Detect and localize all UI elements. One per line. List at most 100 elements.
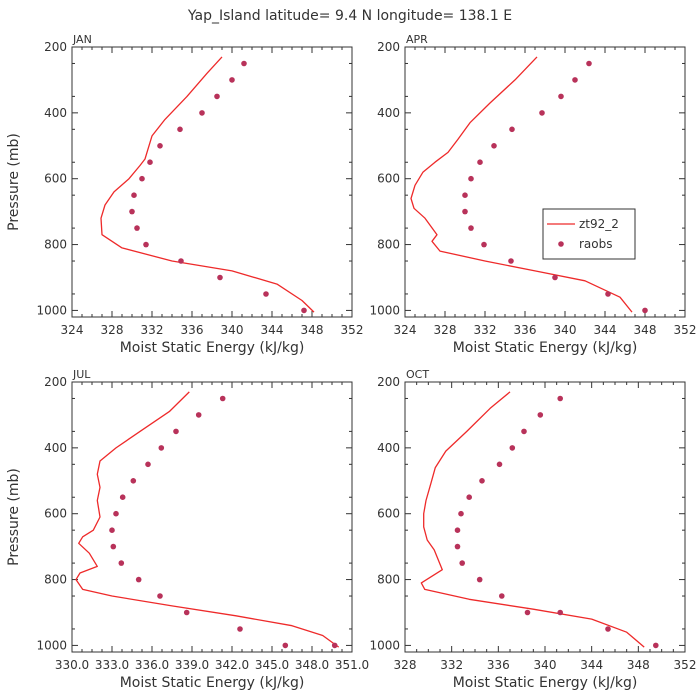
panel-title: JUL (72, 368, 91, 381)
raobs-point (129, 208, 135, 215)
x-tick-label: 352 (674, 658, 697, 672)
panel-title: JAN (72, 33, 92, 46)
x-tick-label: 345.0 (255, 658, 289, 672)
raobs-point (454, 527, 461, 533)
y-tick-label: 600 (377, 507, 400, 521)
raobs-point (282, 642, 289, 649)
y-tick-label: 800 (44, 238, 67, 252)
panels: 324 328 332 336 340 344 348 352 200 400 600 800 1000… (6, 33, 696, 691)
raobs-point (143, 241, 149, 248)
raobs-point (653, 642, 659, 649)
raobs-point (157, 593, 163, 599)
y-tick-label: 200 (377, 375, 400, 389)
raobs-point (157, 143, 163, 149)
raobs-point (466, 494, 473, 501)
y-tick-label: 1000 (36, 303, 67, 317)
y-tick-label: 800 (377, 573, 400, 587)
x-tick-label: 348 (627, 658, 650, 672)
raobs-point (219, 395, 226, 402)
x-tick-label: 352 (674, 323, 697, 337)
raobs-point (605, 291, 611, 297)
raobs-point (586, 60, 592, 67)
raobs-point (454, 543, 461, 550)
figure-title: Yap_Island latitude= 9.4 N longitude= 13… (187, 8, 512, 24)
raobs-point (539, 110, 545, 116)
raobs-point (557, 395, 563, 402)
raobs-point (199, 110, 205, 116)
series-line-zt92-2 (75, 391, 340, 648)
raobs-point (479, 478, 485, 484)
raobs-point (118, 560, 125, 566)
x-tick-label: 324 (61, 323, 84, 337)
panel-oct: 328 332 336 340 344 348 352 200 400 600 800 1000 OCT… (369, 368, 696, 691)
raobs-point (109, 527, 115, 533)
x-tick-label: 328 (434, 323, 457, 337)
raobs-point (158, 445, 165, 451)
panel-apr: 324 328 332 336 340 344 348 352 200 400 600 800 1000… (369, 33, 696, 356)
y-tick-label: 600 (44, 172, 67, 186)
series-line-zt92-2 (100, 56, 315, 313)
x-tick-label: 336 (181, 323, 204, 337)
raobs-point (178, 258, 184, 264)
y-tick-label: 400 (377, 441, 400, 455)
raobs-point (572, 77, 578, 83)
x-tick-label: 352 (341, 323, 364, 337)
raobs-point (481, 241, 487, 248)
y-tick-label: 400 (377, 106, 400, 120)
raobs-point (113, 510, 119, 517)
raobs-point (462, 192, 468, 198)
raobs-point (183, 609, 190, 616)
y-tick-label: 600 (44, 507, 67, 521)
legend-label-model: zt92_2 (579, 217, 619, 231)
x-tick-label: 348 (634, 323, 657, 337)
x-tick-label: 340 (221, 323, 244, 337)
x-tick-label: 339.0 (175, 658, 209, 672)
y-tick-label: 200 (44, 40, 67, 54)
x-tick-label: 332 (440, 658, 463, 672)
raobs-point (552, 274, 558, 281)
x-tick-label: 344 (580, 658, 603, 672)
x-axis-title: Moist Static Energy (kJ/kg) (453, 340, 638, 356)
raobs-point (509, 126, 515, 133)
raobs-point (241, 60, 247, 67)
y-tick-label: 200 (44, 375, 67, 389)
series-line-zt92-2 (420, 391, 645, 648)
raobs-point (468, 225, 474, 231)
y-tick-label: 800 (44, 573, 67, 587)
raobs-point (195, 412, 202, 418)
y-tick-label: 1000 (369, 303, 400, 317)
raobs-point (131, 192, 137, 198)
raobs-point (491, 143, 497, 149)
raobs-point (139, 175, 145, 182)
raobs-point (459, 560, 466, 566)
raobs-point (134, 225, 140, 231)
raobs-point (557, 609, 563, 616)
raobs-point (147, 159, 153, 165)
x-tick-label: 348.0 (295, 658, 329, 672)
plot-frame (71, 46, 353, 318)
raobs-point (135, 576, 142, 583)
x-axis-title: Moist Static Energy (kJ/kg) (453, 675, 638, 691)
raobs-point (642, 307, 648, 314)
raobs-point (521, 428, 527, 435)
raobs-point (110, 543, 117, 550)
raobs-point (263, 291, 269, 297)
x-tick-label: 342.0 (215, 658, 249, 672)
raobs-point (496, 461, 503, 468)
x-tick-label: 324 (394, 323, 417, 337)
raobs-point (301, 307, 307, 314)
x-tick-label: 333.0 (95, 658, 129, 672)
raobs-point (508, 258, 514, 264)
raobs-point (130, 478, 137, 484)
raobs-point (177, 126, 183, 133)
x-axis-title: Moist Static Energy (kJ/kg) (120, 675, 305, 691)
x-tick-label: 328 (101, 323, 124, 337)
x-tick-label: 336 (514, 323, 537, 337)
raobs-point (458, 510, 464, 517)
raobs-point (558, 93, 564, 100)
raobs-point (509, 445, 516, 451)
legend-label-obs: raobs (579, 237, 613, 251)
y-tick-label: 400 (44, 106, 67, 120)
